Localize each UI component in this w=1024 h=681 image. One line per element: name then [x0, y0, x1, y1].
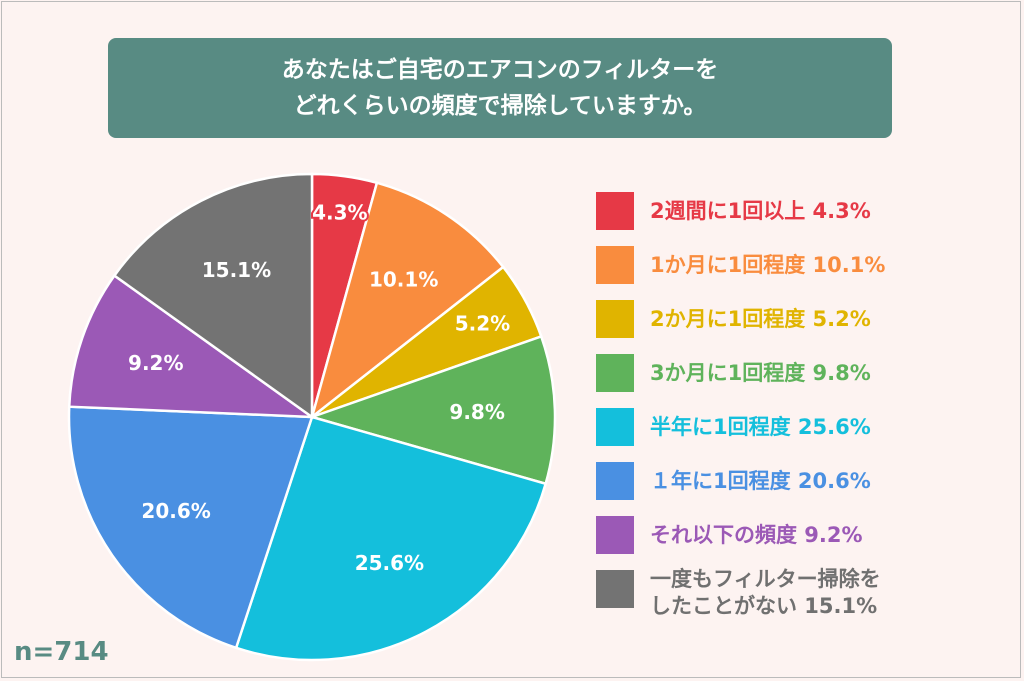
- legend-item: 半年に1回程度 25.6%: [596, 408, 885, 462]
- data-label: 15.1%: [202, 258, 271, 282]
- title-line-2: どれくらいの頻度で掃除していますか。: [293, 93, 707, 119]
- legend-label: それ以下の頻度 9.2%: [650, 523, 863, 547]
- legend-label: 2週間に1回以上 4.3%: [650, 199, 871, 223]
- data-label: 9.2%: [128, 351, 183, 375]
- legend-swatch: [596, 300, 634, 338]
- pie-slice: [67, 405, 314, 650]
- data-label: 5.2%: [455, 312, 510, 336]
- data-label: 10.1%: [369, 268, 438, 292]
- pie-slice: [309, 181, 505, 421]
- legend-swatch: [596, 192, 634, 230]
- legend-label: 1か月に1回程度 10.1%: [650, 253, 886, 277]
- legend-item: 2週間に1回以上 4.3%: [596, 192, 885, 246]
- pie-slice: [112, 172, 314, 420]
- legend-item: 一度もフィルター掃除を したことがない 15.1%: [596, 567, 885, 624]
- legend-swatch: [596, 516, 634, 554]
- legend-swatch: [596, 246, 634, 284]
- legend-label: １年に1回程度 20.6%: [650, 469, 871, 493]
- data-label: 9.8%: [449, 400, 504, 424]
- legend-label: 3か月に1回程度 9.8%: [650, 361, 871, 385]
- legend-swatch: [596, 408, 634, 446]
- chart-title: あなたはご自宅のエアコンのフィルターを どれくらいの頻度で掃除していますか。: [108, 38, 892, 138]
- legend-item: それ以下の頻度 9.2%: [596, 516, 885, 570]
- legend-item: 1か月に1回程度 10.1%: [596, 246, 885, 300]
- data-label: 25.6%: [355, 551, 424, 575]
- legend-label: 一度もフィルター掃除を したことがない 15.1%: [650, 567, 881, 618]
- legend-item: 2か月に1回程度 5.2%: [596, 300, 885, 354]
- pie-slice: [234, 415, 548, 662]
- pie-slice: [67, 273, 317, 419]
- title-line-1: あなたはご自宅のエアコンのフィルターを: [281, 57, 719, 83]
- legend-item: 3か月に1回程度 9.8%: [596, 354, 885, 408]
- legend-label: 半年に1回程度 25.6%: [650, 415, 871, 439]
- legend-swatch: [596, 462, 634, 500]
- legend: 2週間に1回以上 4.3% 1か月に1回程度 10.1% 2か月に1回程度 5.2%…: [596, 192, 885, 624]
- data-label: 4.3%: [312, 200, 367, 224]
- legend-item: １年に1回程度 20.6%: [596, 462, 885, 516]
- pie-slice: [307, 334, 557, 486]
- legend-label: 2か月に1回程度 5.2%: [650, 307, 871, 331]
- data-label: 20.6%: [141, 499, 210, 523]
- sample-size: n=714: [14, 637, 109, 667]
- legend-swatch: [596, 354, 634, 392]
- legend-swatch: [596, 570, 634, 608]
